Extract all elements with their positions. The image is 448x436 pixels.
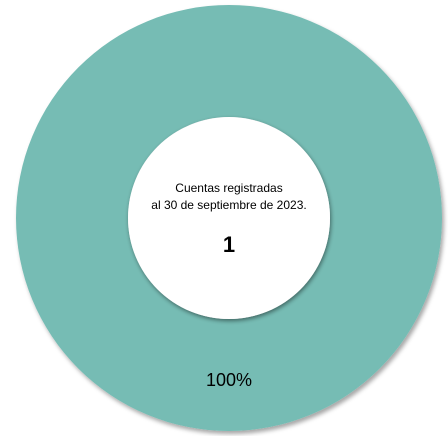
center-label-line1: Cuentas registradas: [175, 181, 282, 195]
slice-percent-label-0: 100%: [206, 370, 252, 390]
center-total-value: 1: [223, 232, 235, 257]
slices-layer: [16, 5, 442, 431]
donut-hole: [128, 117, 330, 319]
donut-slice-0: [16, 5, 442, 431]
center-label-line2: al 30 de septiembre de 2023.: [151, 198, 306, 212]
slice-labels-layer: 100%: [206, 370, 252, 390]
